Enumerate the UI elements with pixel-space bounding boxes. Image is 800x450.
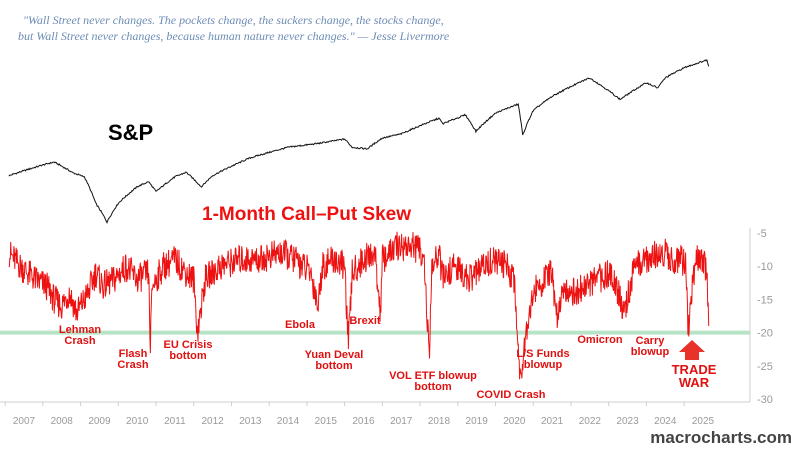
x-tick-labels: 2007 2008 2009 2010 2011 2012 2013 2014 2015 2016… (4, 402, 715, 427)
annotation-label: Carry (636, 335, 666, 347)
x-tick-label: 2015 (315, 416, 338, 427)
annotation-label: L/S Funds (516, 348, 569, 360)
x-tick-label: 2013 (239, 416, 262, 427)
trade-war-arrow-icon (679, 340, 705, 360)
x-tick-label: 2018 (428, 416, 451, 427)
x-tick-label: 2021 (541, 416, 564, 427)
y-tick-label: -25 (757, 361, 773, 373)
skew-series (8, 231, 710, 380)
x-tick-label: 2010 (126, 416, 149, 427)
y-tick-label: -20 (757, 328, 773, 340)
annotation-label: Yuan Deval (305, 349, 364, 361)
annotation-label: Ebola (285, 319, 316, 331)
quote-line-2: but Wall Street never changes, because h… (18, 29, 450, 43)
x-tick-label: 2009 (88, 416, 111, 427)
annotation-label: blowup (524, 359, 563, 371)
watermark: macrocharts.com (650, 428, 792, 447)
annotation-label: Lehman (59, 324, 101, 336)
annotation-label: TRADE (672, 362, 717, 377)
skew-line (8, 231, 710, 380)
x-tick-label: 2014 (277, 416, 300, 427)
x-tick-label: 2007 (13, 416, 36, 427)
annotation-label: bottom (169, 350, 206, 362)
x-tick-label: 2016 (352, 416, 375, 427)
quote-line-1: "Wall Street never changes. The pockets … (23, 13, 444, 27)
annotation-label: bottom (315, 360, 352, 372)
y-tick-labels: -5 -10 -15 -20 -25 -30 (757, 228, 773, 406)
annotation-label: blowup (631, 346, 670, 358)
annotation-label: VOL ETF blowup (389, 370, 477, 382)
y-tick-label: -30 (757, 394, 773, 406)
annotation-label: Omicron (577, 334, 623, 346)
x-tick-label: 2008 (51, 416, 74, 427)
x-tick-label: 2012 (201, 416, 224, 427)
annotation-label: EU Crisis (164, 339, 213, 351)
annotation-label: bottom (414, 381, 451, 393)
x-tick-label: 2019 (466, 416, 489, 427)
x-tick-label: 2017 (390, 416, 413, 427)
y-tick-label: -15 (757, 294, 773, 306)
skew-title: 1-Month Call–Put Skew (202, 204, 411, 225)
annotation-label: Flash (119, 348, 148, 360)
annotation-label: Crash (64, 335, 95, 347)
x-tick-label: 2011 (164, 416, 186, 427)
annotation-label: Brexit (349, 315, 381, 327)
sp-line (8, 59, 710, 224)
annotation-label: Crash (117, 359, 148, 371)
sp-label: S&P (108, 120, 153, 145)
y-tick-label: -5 (757, 228, 767, 240)
x-tick-label: 2024 (654, 416, 677, 427)
x-tick-label: 2025 (692, 416, 715, 427)
x-tick-label: 2022 (579, 416, 602, 427)
annotation-label: COVID Crash (476, 389, 545, 401)
x-tick-label: 2020 (503, 416, 526, 427)
y-tick-label: -10 (757, 261, 773, 273)
sp-series (8, 59, 710, 224)
x-tick-label: 2023 (616, 416, 639, 427)
annotation-label: WAR (679, 375, 710, 390)
